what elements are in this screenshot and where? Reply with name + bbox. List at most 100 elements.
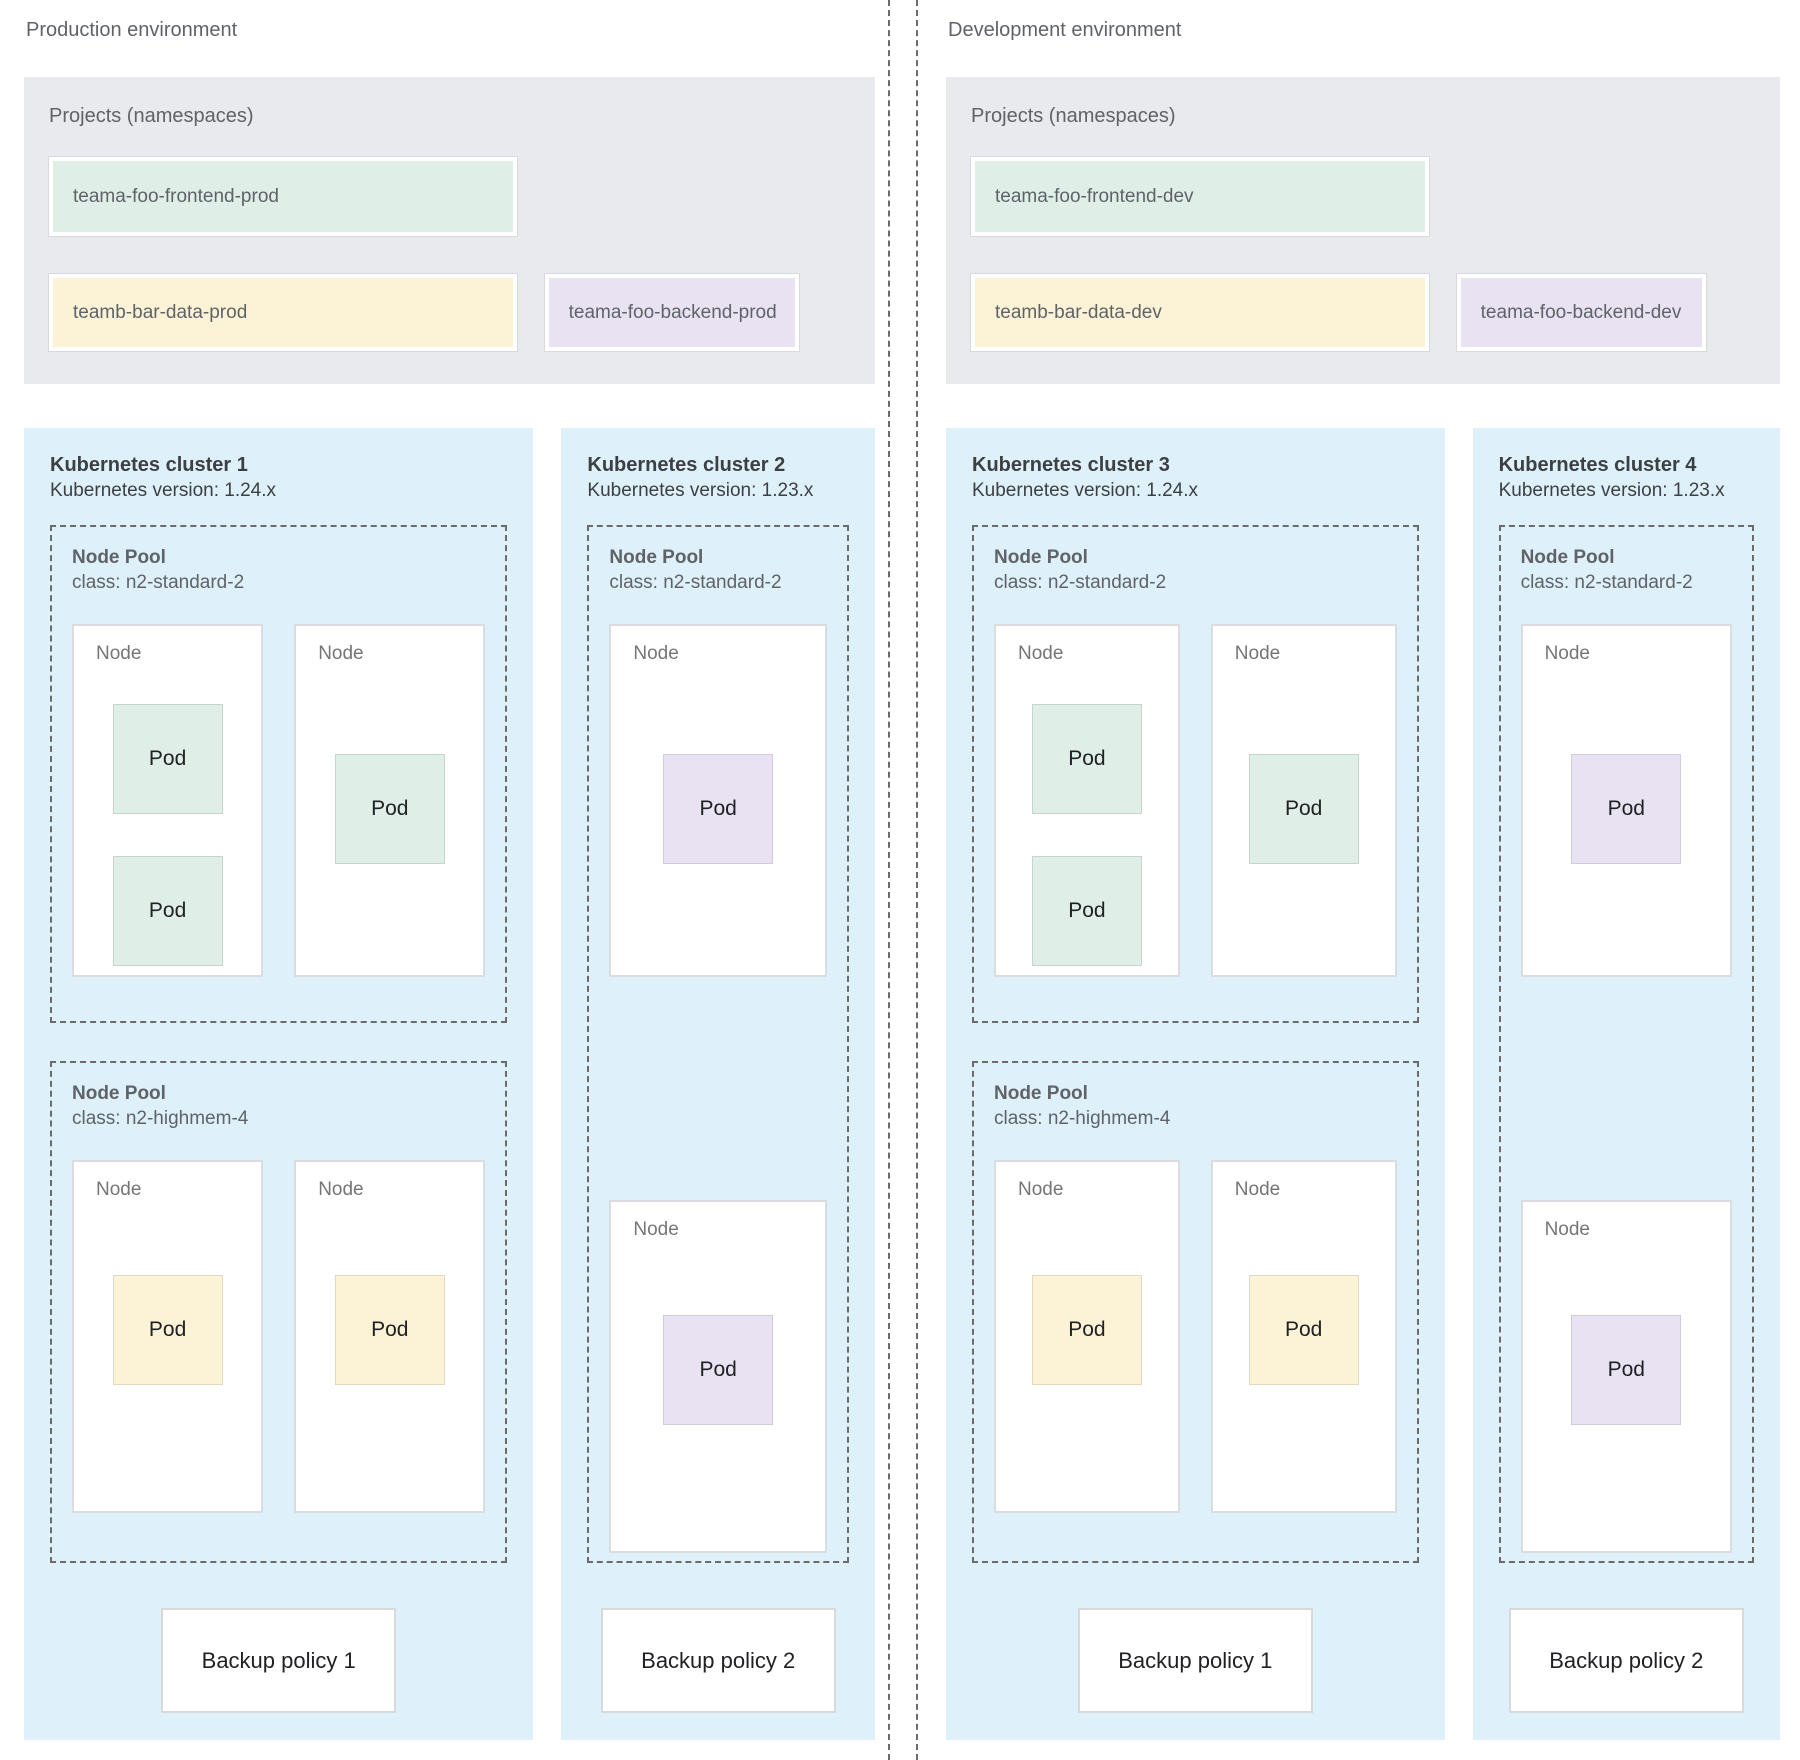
projects-title: Projects (namespaces) <box>971 105 1176 127</box>
namespace-data-prod: teamb-bar-data-prod <box>48 273 518 352</box>
projects-namespaces-box: Projects (namespaces) teama-foo-frontend… <box>24 77 875 384</box>
pod-box: Pod <box>112 856 223 966</box>
node-pool-class: class: n2-highmem-4 <box>994 1108 1171 1129</box>
node-pool-class: class: n2-standard-2 <box>609 572 782 593</box>
node-label: Node <box>633 643 679 664</box>
environment-label: Production environment <box>26 19 238 41</box>
node-pool-title: Node Pool <box>994 547 1088 568</box>
environment-label: Development environment <box>948 19 1182 41</box>
node-box: Node Pod <box>294 624 486 977</box>
node-pool-class: class: n2-highmem-4 <box>72 1108 249 1129</box>
namespace-row: teamb-bar-data-prod teama-foo-backend-pr… <box>48 273 847 352</box>
cluster-title: Kubernetes cluster 4 <box>1498 454 1697 476</box>
backup-policy-box: Backup policy 1 <box>161 1608 397 1713</box>
node-label: Node <box>318 643 364 664</box>
pod-box: Pod <box>1571 754 1682 864</box>
pod-box: Pod <box>334 1275 445 1385</box>
node-pool-title: Node Pool <box>72 547 166 568</box>
node-box: Node Pod <box>1520 624 1732 977</box>
node-gap <box>609 977 827 1171</box>
cluster-version: Kubernetes version: 1.24.x <box>50 480 277 501</box>
nodes-row: Node Pod Node Pod <box>72 1160 486 1513</box>
node-pool-standard: Node Pool class: n2-standard-2 Node Pod … <box>50 525 508 1023</box>
pod-box: Pod <box>1031 1275 1142 1385</box>
pod-box: Pod <box>334 754 445 864</box>
node-pool-title: Node Pool <box>1520 547 1615 568</box>
node-pool-class: class: n2-standard-2 <box>72 572 245 593</box>
kubernetes-cluster-4: Kubernetes cluster 4 Kubernetes version:… <box>1472 428 1780 1740</box>
node-label: Node <box>1234 643 1281 664</box>
node-label: Node <box>318 1179 364 1200</box>
node-box: Node Pod <box>1520 1200 1732 1553</box>
pod-box: Pod <box>112 704 223 814</box>
clusters-row: Kubernetes cluster 1 Kubernetes version:… <box>24 428 875 1740</box>
node-box: Node Pod <box>294 1160 486 1513</box>
node-box: Node Pod <box>609 1200 827 1553</box>
production-environment-column: Production environment Projects (namespa… <box>24 0 875 1760</box>
node-label: Node <box>1018 1179 1064 1200</box>
namespace-backend-prod: teama-foo-backend-prod <box>543 273 801 352</box>
node-label: Node <box>96 643 142 664</box>
node-pool-class: class: n2-standard-2 <box>994 572 1167 593</box>
cluster-version: Kubernetes version: 1.23.x <box>587 480 814 501</box>
node-pool-standard: Node Pool class: n2-standard-2 Node Pod … <box>1498 525 1754 1563</box>
node-pool-title: Node Pool <box>72 1083 166 1104</box>
kubernetes-cluster-3: Kubernetes cluster 3 Kubernetes version:… <box>946 428 1445 1740</box>
namespace-backend-dev: teama-foo-backend-dev <box>1455 273 1707 352</box>
node-gap <box>1521 977 1732 1171</box>
node-label: Node <box>96 1179 142 1200</box>
namespace-data-dev: teamb-bar-data-dev <box>970 273 1430 352</box>
node-pool-standard: Node Pool class: n2-standard-2 Node Pod … <box>972 525 1419 1023</box>
namespace-frontend-dev: teama-foo-frontend-dev <box>970 156 1430 237</box>
cluster-title: Kubernetes cluster 2 <box>587 454 786 476</box>
node-box: Node Pod <box>609 624 827 977</box>
backup-policy-box: Backup policy 2 <box>600 1608 836 1713</box>
node-box: Node Pod Pod <box>72 624 264 977</box>
pod-box: Pod <box>663 1315 774 1425</box>
namespace-frontend-prod: teama-foo-frontend-prod <box>48 156 518 237</box>
cluster-title: Kubernetes cluster 1 <box>50 454 248 476</box>
node-pool-highmem: Node Pool class: n2-highmem-4 Node Pod N… <box>50 1061 508 1563</box>
backup-policy-box: Backup policy 1 <box>1077 1608 1313 1713</box>
cluster-version: Kubernetes version: 1.24.x <box>972 480 1199 501</box>
pod-box: Pod <box>663 754 774 864</box>
node-pool-title: Node Pool <box>609 547 704 568</box>
node-label: Node <box>1544 643 1590 664</box>
nodes-row: Node Pod Node Pod <box>994 1160 1397 1513</box>
backup-policy-box: Backup policy 2 <box>1508 1608 1744 1713</box>
node-label: Node <box>1018 643 1064 664</box>
kubernetes-cluster-2: Kubernetes cluster 2 Kubernetes version:… <box>561 428 875 1740</box>
node-label: Node <box>1234 1179 1281 1200</box>
node-pool-standard: Node Pool class: n2-standard-2 Node Pod … <box>587 525 849 1563</box>
projects-title: Projects (namespaces) <box>49 105 254 127</box>
pod-box: Pod <box>1248 754 1359 864</box>
pod-box: Pod <box>1571 1315 1682 1425</box>
pod-box: Pod <box>112 1275 223 1385</box>
pod-box: Pod <box>1248 1275 1359 1385</box>
projects-namespaces-box: Projects (namespaces) teama-foo-frontend… <box>946 77 1780 384</box>
kubernetes-cluster-1: Kubernetes cluster 1 Kubernetes version:… <box>24 428 534 1740</box>
node-box: Node Pod <box>1210 1160 1397 1513</box>
node-label: Node <box>633 1219 679 1240</box>
node-box: Node Pod <box>1210 624 1397 977</box>
node-box: Node Pod <box>72 1160 264 1513</box>
development-environment-column: Development environment Projects (namesp… <box>946 0 1780 1760</box>
node-label: Node <box>1544 1219 1590 1240</box>
cluster-title: Kubernetes cluster 3 <box>972 454 1170 476</box>
environment-divider <box>888 0 918 1760</box>
namespace-row: teamb-bar-data-dev teama-foo-backend-dev <box>970 273 1752 352</box>
nodes-row: Node Pod Pod Node Pod <box>994 624 1397 977</box>
node-box: Node Pod <box>994 1160 1180 1513</box>
pod-box: Pod <box>1031 704 1142 814</box>
nodes-row: Node Pod Pod Node Pod <box>72 624 486 977</box>
cluster-version: Kubernetes version: 1.23.x <box>1498 480 1725 501</box>
clusters-row: Kubernetes cluster 3 Kubernetes version:… <box>946 428 1780 1740</box>
pod-box: Pod <box>1031 856 1142 966</box>
node-pool-class: class: n2-standard-2 <box>1520 572 1693 593</box>
node-pool-title: Node Pool <box>994 1083 1088 1104</box>
namespace-row: teama-foo-frontend-dev <box>970 156 1752 237</box>
node-box: Node Pod Pod <box>994 624 1180 977</box>
namespace-row: teama-foo-frontend-prod <box>48 156 847 237</box>
node-pool-highmem: Node Pool class: n2-highmem-4 Node Pod N… <box>972 1061 1419 1563</box>
